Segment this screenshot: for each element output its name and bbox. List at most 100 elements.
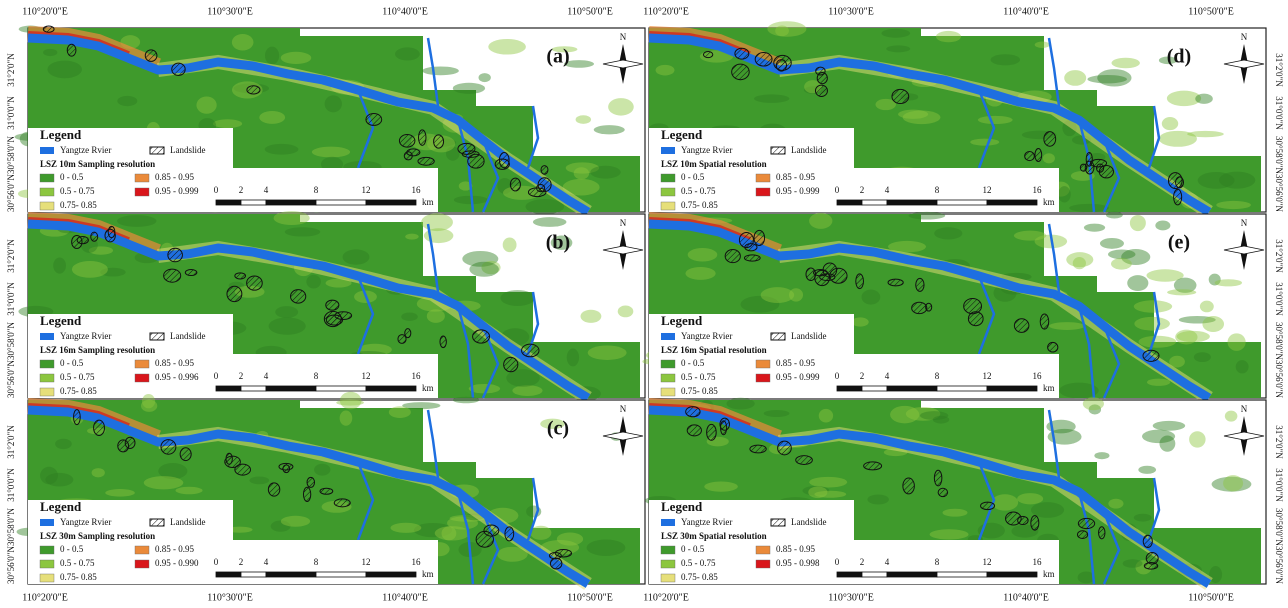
legend-swatch: [40, 519, 54, 526]
legend-swatch: [756, 560, 770, 568]
scale-label: 2: [860, 185, 865, 195]
legend-swatch: [40, 147, 54, 154]
legend-landslide: Landslide: [791, 145, 827, 155]
legend-class: 0.75- 0.85: [681, 386, 718, 396]
legend-class: 0 - 0.5: [681, 544, 705, 554]
legend-swatch: [135, 174, 149, 182]
legend-swatch: [40, 174, 54, 182]
terrain-texture: [175, 487, 202, 495]
legend-landslide: Landslide: [791, 517, 827, 527]
legend-swatch: [40, 560, 54, 568]
terrain-texture: [1111, 258, 1132, 270]
terrain-texture: [685, 267, 715, 280]
map-panel: (e)NLegendYangtze RvierLandslideLSZ 16m …: [642, 212, 1266, 399]
terrain-texture: [1066, 252, 1093, 267]
legend-swatch: [756, 188, 770, 196]
scale-unit: km: [1043, 383, 1055, 393]
terrain-texture: [1134, 514, 1152, 522]
landslide-area: [1048, 342, 1058, 352]
landslide-area: [550, 558, 561, 569]
terrain-texture: [1215, 279, 1242, 286]
legend-class: 0.5 - 0.75: [681, 372, 716, 382]
terrain-texture: [281, 52, 312, 64]
terrain-texture: [688, 248, 718, 262]
legend-swatch: [661, 174, 675, 182]
legend-swatch: [40, 388, 54, 396]
scale-segment: [216, 572, 241, 577]
terrain-texture: [764, 410, 790, 417]
terrain-texture: [920, 411, 948, 420]
scale-segment: [887, 386, 937, 391]
landslide-area: [468, 154, 484, 168]
landslide-area: [291, 290, 306, 303]
north-label: N: [1241, 218, 1248, 228]
terrain-texture: [814, 491, 846, 498]
landslide-area: [888, 279, 903, 286]
lat-label: 31°2'0"N: [6, 53, 16, 87]
legend-class: 0.5 - 0.75: [60, 186, 95, 196]
terrain-texture: [47, 61, 82, 79]
scale-label: 4: [264, 185, 269, 195]
scale-label: 16: [412, 371, 422, 381]
legend-class: 0 - 0.5: [60, 358, 84, 368]
legend-title: Legend: [40, 499, 82, 514]
legend-swatch: [661, 333, 675, 340]
terrain-texture: [1100, 238, 1124, 249]
terrain-texture: [809, 213, 832, 229]
terrain-texture: [557, 532, 583, 545]
terrain-texture: [1134, 317, 1170, 331]
terrain-texture: [533, 217, 567, 227]
landslide-area: [1096, 164, 1103, 172]
lat-label: 30°56'0"N: [6, 546, 16, 584]
terrain-texture: [1134, 300, 1172, 312]
terrain-texture: [402, 402, 440, 409]
scale-label: 8: [314, 185, 319, 195]
lat-label: 30°56'0"N: [1274, 546, 1284, 584]
terrain-texture: [618, 306, 634, 318]
scale-segment: [216, 386, 241, 391]
lon-label: 110°20'0"E: [22, 6, 68, 17]
legend-lsz: LSZ 30m Sampling resolution: [40, 531, 155, 541]
terrain-texture: [1014, 231, 1046, 241]
landslide-area: [91, 232, 98, 241]
lat-label: 30°58'0"N: [6, 508, 16, 546]
terrain-texture: [789, 288, 803, 301]
legend-class: 0 - 0.5: [60, 172, 84, 182]
landslide-area: [1025, 152, 1035, 161]
landslide-area: [806, 268, 816, 281]
terrain-texture: [890, 406, 919, 423]
scale-segment: [366, 386, 416, 391]
legend-class: 0.5 - 0.75: [681, 186, 716, 196]
terrain-texture: [265, 144, 299, 155]
legend-swatch: [771, 519, 785, 526]
terrain-texture: [1216, 201, 1251, 209]
legend-class: 0.85 - 0.95: [776, 358, 815, 368]
terrain-texture: [991, 54, 1021, 65]
lat-label: 30°58'0"N: [6, 136, 16, 174]
terrain-texture: [1177, 331, 1210, 342]
landslide-area: [1077, 531, 1087, 539]
legend-class: 0.5 - 0.75: [60, 558, 95, 568]
scale-label: 2: [239, 371, 244, 381]
terrain-texture: [117, 96, 137, 106]
terrain-texture: [588, 345, 627, 360]
legend-lsz: LSZ 16m Spatial resolution: [661, 345, 767, 355]
terrain-texture: [1142, 430, 1175, 444]
landslide-area: [168, 248, 183, 262]
landslide-area: [725, 250, 740, 263]
panel-label: (a): [546, 46, 569, 68]
legend-class: 0 - 0.5: [60, 544, 84, 554]
lat-label: 30°58'0"N: [1274, 136, 1284, 174]
scale-label: 12: [362, 371, 371, 381]
map-panel: (b)NLegendYangtze RvierLandslideLSZ 16m …: [18, 211, 645, 401]
legend-river: Yangtze Rvier: [681, 145, 732, 155]
terrain-texture: [427, 309, 445, 323]
terrain-texture: [395, 47, 420, 60]
landslide-area: [326, 300, 339, 310]
terrain-texture: [934, 227, 962, 239]
scale-label: 12: [983, 557, 992, 567]
terrain-texture: [1162, 117, 1178, 130]
landslide-area: [303, 487, 310, 501]
lon-label: 110°50'0"E: [567, 592, 613, 603]
legend-swatch: [756, 174, 770, 182]
